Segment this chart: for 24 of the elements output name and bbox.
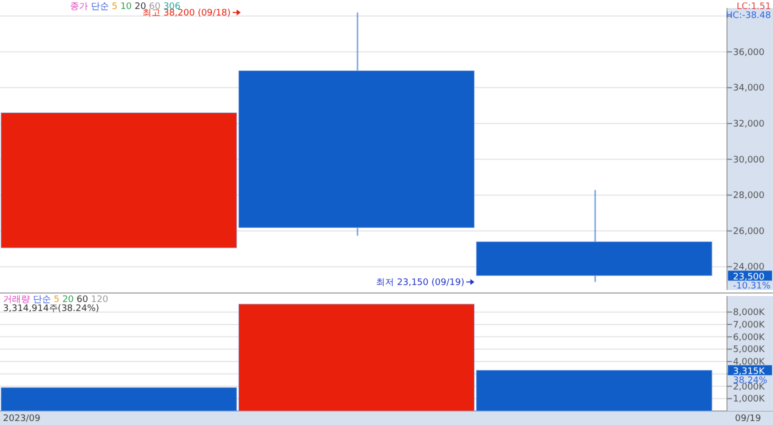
y-tick-label: 1,000K xyxy=(733,394,766,405)
y-tick-label: 32,000 xyxy=(733,119,765,130)
y-tick-label: 8,000K xyxy=(733,308,766,318)
y-tick-label: 36,000 xyxy=(733,48,765,58)
annotation: 최저 23,150 (09/19) xyxy=(376,278,464,288)
y-tick-label: 24,000 xyxy=(733,262,765,273)
text: 3,315K xyxy=(733,367,766,378)
y-tick-label: 2,000K xyxy=(733,382,766,392)
text: LC:1.51 xyxy=(736,2,771,12)
y-tick-label: 34,000 xyxy=(733,84,765,94)
text: 23,500 xyxy=(733,272,765,283)
annotation: HC:-38.48 xyxy=(726,11,772,21)
y-tick-label: 5,000K xyxy=(733,345,766,356)
text: 2023/09 xyxy=(3,414,41,424)
annotation: 3,314,914주(38.24%) xyxy=(3,304,100,314)
y-tick-label: 30,000 xyxy=(733,155,765,166)
annotation: 거래량 단순 5 20 60 120 xyxy=(3,295,108,305)
y-tick-label: 28,000 xyxy=(733,191,765,202)
y-tick-label: 7,000K xyxy=(733,320,766,330)
y-tick-label: 6,000K xyxy=(733,332,766,343)
text: -10.31% xyxy=(733,282,772,292)
text: 09/19 xyxy=(735,414,762,424)
y-tick-label: 26,000 xyxy=(733,226,765,237)
y-tick-label: 4,000K xyxy=(733,358,766,368)
